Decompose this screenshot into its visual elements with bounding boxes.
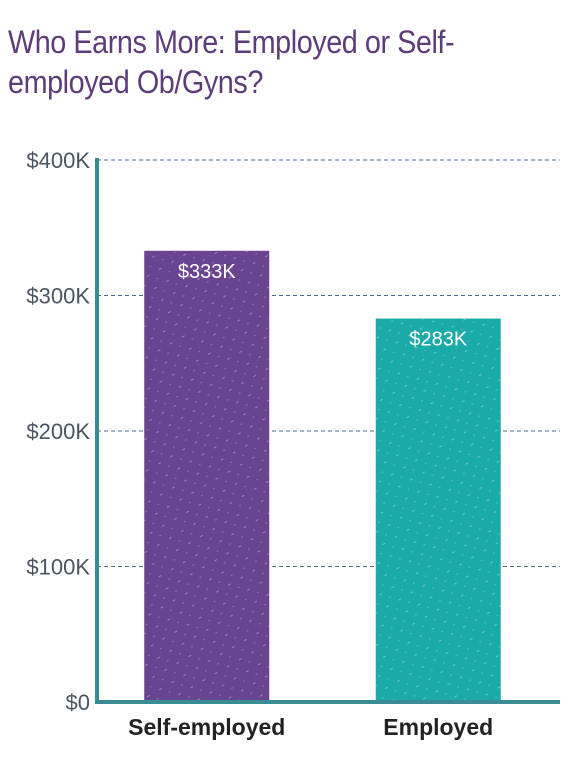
y-tick-label: $100K [26, 555, 90, 580]
bars [144, 250, 501, 702]
y-tick-label: $400K [26, 148, 90, 173]
data-label: $283K [409, 329, 467, 351]
x-tick-label: Self-employed [128, 714, 285, 740]
y-tick-label: $0 [66, 690, 90, 715]
y-tick-label: $200K [26, 419, 90, 444]
x-tick-label: Employed [383, 714, 493, 740]
y-tick-label: $300K [26, 284, 90, 309]
data-label: $333K [178, 261, 236, 283]
bar-texture [144, 250, 270, 702]
labels: $0 $100K $200K $300K $400K $333K Self-employed… [26, 148, 493, 740]
chart-title: Who Earns More: Employed or Self-employe… [8, 24, 455, 100]
bar-texture [375, 318, 501, 702]
axes [95, 158, 560, 704]
